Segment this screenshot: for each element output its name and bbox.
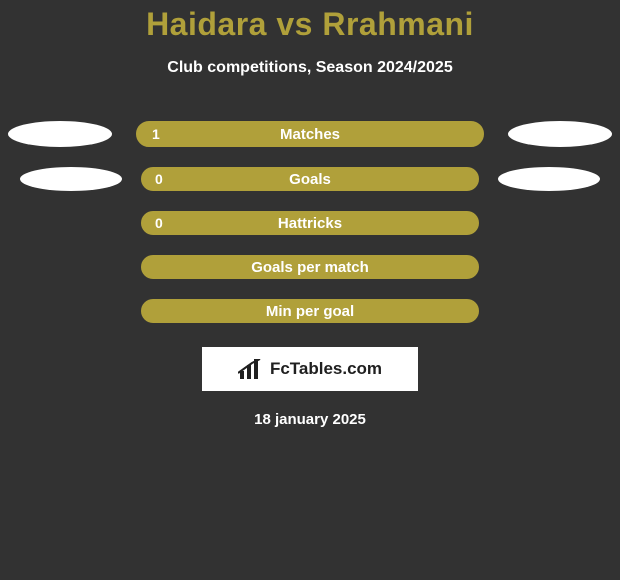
stat-value: 0 (155, 171, 163, 187)
logo-inner: FcTables.com (238, 359, 382, 379)
player-photo-placeholder (498, 167, 600, 191)
stat-label: Goals per match (143, 259, 477, 276)
player-photo-placeholder (508, 121, 612, 147)
stat-bar: 0Goals (141, 167, 479, 191)
stat-value: 0 (155, 215, 163, 231)
player-photo-placeholder (20, 167, 122, 191)
bar-chart-icon (238, 359, 264, 379)
page-title: Haidara vs Rrahmani (0, 0, 620, 43)
stat-label: Hattricks (143, 215, 477, 232)
stat-label: Min per goal (143, 303, 477, 320)
stat-row: Min per goal (0, 299, 620, 323)
date-text: 18 january 2025 (0, 411, 620, 428)
player-photo-placeholder (8, 121, 112, 147)
stat-rows: 1Matches0Goals0HattricksGoals per matchM… (0, 121, 620, 323)
stat-row: 0Goals (0, 167, 620, 191)
stat-row: 1Matches (0, 121, 620, 147)
logo-text: FcTables.com (270, 359, 382, 379)
stat-bar: Min per goal (141, 299, 479, 323)
stat-label: Matches (138, 126, 482, 143)
stat-bar: 1Matches (136, 121, 484, 147)
stat-value: 1 (152, 126, 160, 142)
stat-row: 0Hattricks (0, 211, 620, 235)
infographic-canvas: Haidara vs Rrahmani Club competitions, S… (0, 0, 620, 580)
subtitle: Club competitions, Season 2024/2025 (0, 59, 620, 77)
stat-bar: 0Hattricks (141, 211, 479, 235)
stat-bar: Goals per match (141, 255, 479, 279)
stat-row: Goals per match (0, 255, 620, 279)
stat-label: Goals (143, 171, 477, 188)
logo-box: FcTables.com (202, 347, 418, 391)
